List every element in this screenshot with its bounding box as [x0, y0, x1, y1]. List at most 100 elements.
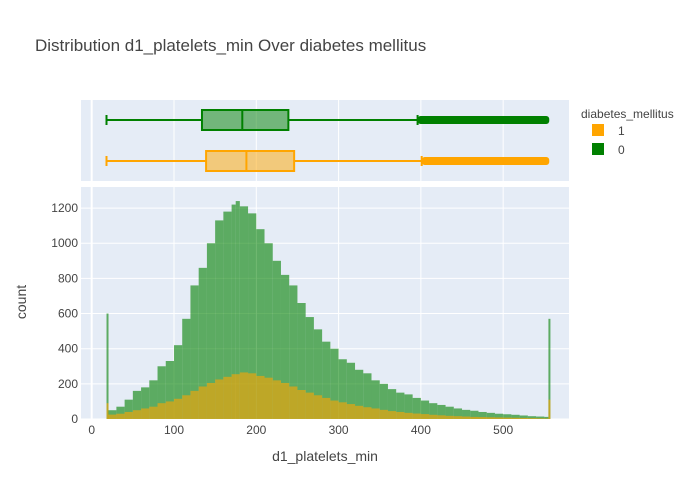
histogram-bar-0	[248, 213, 257, 419]
histogram-bars	[106, 201, 551, 419]
histogram-bar-1	[494, 417, 504, 419]
histogram-bar-0	[536, 416, 545, 419]
histogram-bar-0	[322, 341, 331, 419]
histogram-bar-1	[503, 417, 512, 419]
histogram-bar-1	[379, 409, 388, 419]
histogram-bar-0	[420, 400, 430, 419]
histogram-bar-0	[289, 285, 298, 419]
histogram-bar-1	[404, 412, 413, 419]
x-tick-label: 400	[411, 423, 431, 437]
histogram-bar-0	[182, 318, 191, 419]
boxplot-1	[105, 150, 550, 172]
histogram-bar-0	[106, 313, 109, 419]
histogram-bar-0	[239, 206, 249, 419]
histogram-bar-1	[264, 377, 273, 419]
y-axis-title: count	[13, 285, 29, 319]
histogram-bar-0	[190, 285, 199, 419]
histogram-bar-1	[149, 406, 158, 419]
histogram-bar-1	[437, 415, 446, 419]
histogram-bar-1	[322, 397, 331, 419]
histogram-bar-1	[453, 416, 463, 419]
legend-label-0: 0	[618, 143, 625, 157]
histogram-bar-0	[256, 229, 265, 419]
histogram-bar-1	[165, 401, 174, 419]
histogram-bar-1	[289, 386, 298, 419]
histogram-bar-0	[215, 220, 224, 419]
histogram-bar-1	[124, 411, 133, 419]
histogram-bar-1	[313, 395, 323, 419]
histogram-bar-1	[527, 418, 537, 419]
x-axis-title: d1_platelets_min	[272, 448, 378, 464]
histogram-bar-0	[445, 406, 454, 419]
histogram-bar-1	[215, 379, 224, 419]
legend: diabetes_mellitus 1 0	[581, 107, 674, 157]
histogram-bar-1	[462, 416, 471, 419]
histogram-bar-1	[231, 374, 240, 419]
histogram-bar-1	[346, 404, 356, 419]
histogram-bar-1	[280, 382, 290, 419]
box-outliers	[421, 157, 550, 165]
y-tick-label: 1200	[51, 201, 78, 215]
histogram-bar-1	[420, 414, 430, 419]
x-axis-ticks: 0 100 200 300 400 500	[88, 423, 513, 437]
histogram-bar-0	[404, 394, 413, 419]
legend-item-0[interactable]: 0	[592, 143, 625, 157]
histogram-bar-1	[338, 402, 347, 419]
histogram-bar-0	[412, 397, 421, 419]
histogram-bar-1	[511, 417, 520, 419]
histogram-bar-1	[297, 390, 306, 419]
x-tick-label: 0	[88, 423, 95, 437]
x-tick-label: 200	[246, 423, 266, 437]
histogram-bar-1	[256, 375, 265, 419]
y-tick-label: 600	[58, 307, 78, 321]
histogram-bar-1	[157, 403, 166, 419]
histogram-bar-0	[165, 361, 174, 419]
histogram-bar-0	[371, 380, 380, 419]
histogram-bar-0	[548, 318, 551, 419]
histogram-bar-0	[297, 303, 306, 419]
histogram-bar-1	[223, 376, 232, 419]
histogram-bar-0	[124, 399, 133, 419]
legend-item-1[interactable]: 1	[592, 124, 625, 138]
histogram-bar-1	[116, 413, 125, 419]
box-outliers	[417, 116, 550, 124]
boxplots	[105, 109, 550, 172]
histogram-bar-1	[272, 380, 281, 419]
histogram-bar-0	[478, 411, 487, 419]
histogram-bar-0	[231, 204, 236, 419]
histogram-bar-0	[453, 408, 463, 419]
histogram-bar-1	[198, 386, 207, 419]
histogram-bar-0	[387, 389, 397, 419]
histogram-bar-1	[190, 390, 199, 419]
histogram-bar-0	[132, 390, 142, 419]
histogram-bar-0	[503, 414, 512, 419]
histogram-bar-0	[198, 267, 207, 419]
histogram-bar-0	[470, 410, 479, 419]
histogram-bar-1	[106, 403, 109, 419]
histogram-bar-0	[149, 380, 158, 419]
x-tick-label: 300	[329, 423, 349, 437]
box-iqr	[200, 109, 290, 131]
histogram-bar-1	[478, 417, 487, 419]
histogram-bar-0	[462, 409, 471, 419]
histogram-bar-1	[141, 408, 150, 419]
histogram-bar-0	[223, 211, 232, 419]
histogram-bar-0	[429, 403, 438, 419]
histogram-bar-1	[396, 411, 405, 419]
histogram-bar-0	[173, 345, 183, 419]
y-axis-ticks: 0 200 400 600 800 1000 1200	[51, 201, 78, 426]
histogram-bar-0	[116, 406, 125, 419]
histogram-bar-1	[371, 408, 380, 419]
histogram-bar-1	[544, 418, 549, 419]
histogram-bar-1	[363, 407, 372, 419]
boxplot-panel	[81, 100, 569, 181]
histogram-bar-1	[182, 395, 191, 419]
histogram-bar-1	[519, 417, 528, 419]
histogram-bar-0	[363, 373, 372, 419]
histogram-bar-1	[445, 415, 454, 419]
histogram-bar-0	[272, 260, 281, 419]
histogram-bar-0	[313, 329, 323, 419]
histogram-bar-0	[355, 369, 364, 419]
histogram-bar-1	[412, 413, 421, 419]
